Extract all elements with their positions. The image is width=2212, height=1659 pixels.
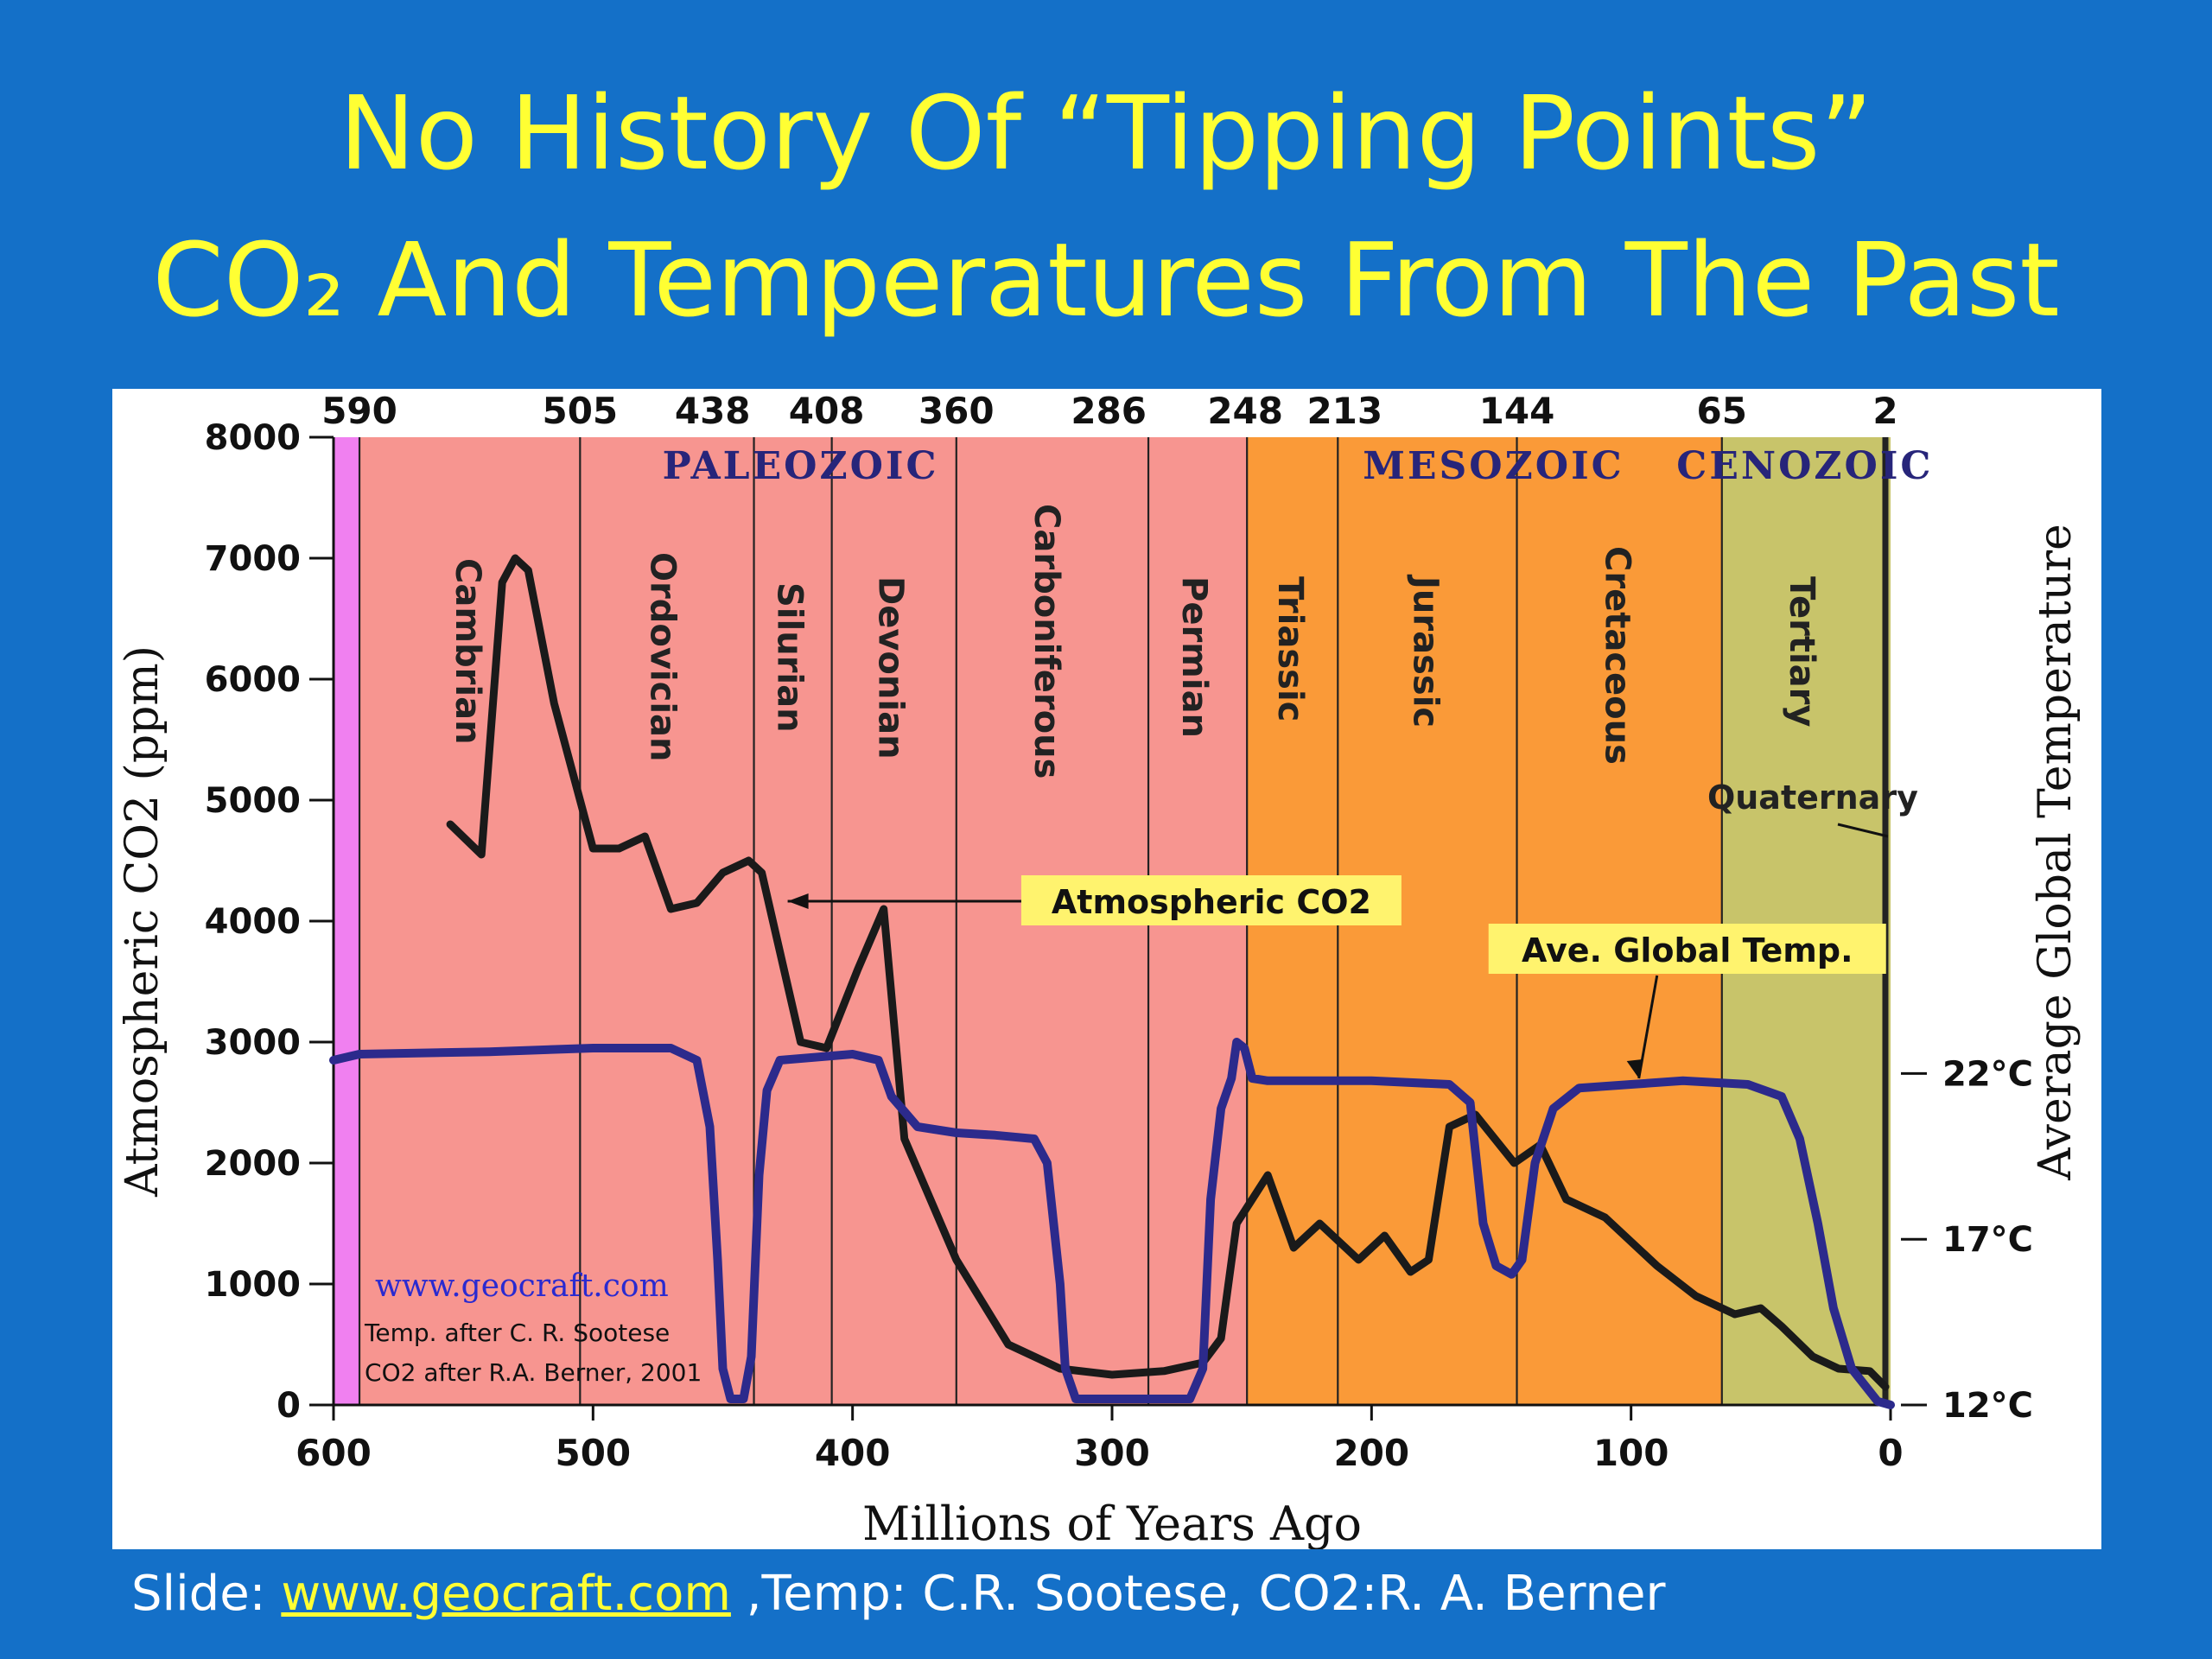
era-label: CENOZOIC [1676,444,1933,488]
credit-co2: CO2 after R.A. Berner, 2001 [365,1358,702,1387]
y-tick-label: 7000 [205,539,301,579]
y-tick-label: 0 [276,1386,301,1426]
y-tick-label: 5000 [205,781,301,821]
y-tick-label: 2000 [205,1144,301,1184]
boundary-label: 590 [321,390,397,432]
slide-title-line1: No History Of “Tipping Points” [339,73,1873,193]
slide-title-line2: CO₂ And Temperatures From The Past [152,220,2060,340]
boundary-label: 65 [1697,390,1747,432]
x-tick-label: 600 [296,1432,372,1474]
boundary-label: 144 [1479,390,1555,432]
y-axis-title: Atmospheric CO2 (ppm) [117,645,168,1198]
right-axis-title: Average Global Temperature [2030,524,2082,1181]
temp-label: Ave. Global Temp. [1522,931,1853,969]
quaternary-label: Quaternary [1707,779,1918,817]
boundary-label: 360 [918,390,995,432]
x-tick-label: 400 [815,1432,891,1474]
footer-credits: ,Temp: C.R. Sootese, CO2:R. A. Berner [730,1566,1666,1622]
y-tick-label: 8000 [205,418,301,458]
co2-series-line [446,554,1890,1391]
co2-label-box [1020,875,1402,925]
boundary-label: 438 [675,390,751,432]
y-tick-label: 1000 [205,1265,301,1305]
co2-arrow-head [787,893,809,909]
period-label: Jurassic [1405,574,1445,728]
x-tick-label: 300 [1074,1432,1150,1474]
x-tick-label: 0 [1878,1432,1903,1474]
y-tick-label: 6000 [205,660,301,700]
boundary-label: 286 [1071,390,1147,432]
temp-label-box [1488,924,1886,974]
period-label: Triassic [1270,576,1310,721]
x-tick-label: 500 [555,1432,631,1474]
slide-footer: Slide: www.geocraft.com ,Temp: C.R. Soot… [131,1566,1666,1622]
boundary-label: 408 [789,390,865,432]
x-tick-label: 200 [1333,1432,1409,1474]
cenozoic-band [1721,437,1891,1405]
era-label: MESOZOIC [1363,444,1624,488]
period-label: Carboniferous [1027,504,1066,779]
temp-tick-label: 17°C [1942,1220,2033,1260]
period-label: Devonian [871,576,911,760]
period-label: Silurian [770,582,810,733]
temp-tick-label: 12°C [1942,1386,2033,1426]
credit-url: www.geocraft.com [375,1268,669,1304]
credit-temp: Temp. after C. R. Sootese [364,1319,670,1347]
boundary-label: 248 [1207,390,1283,432]
precambrian-band [334,437,360,1405]
quaternary-arrow-line [1837,823,1889,838]
y-tick-label: 4000 [205,902,301,942]
period-label: Permian [1174,576,1214,738]
period-label: Tertiary [1782,576,1821,727]
x-axis-title: Millions of Years Ago [862,1497,1362,1549]
y-tick-label: 3000 [205,1023,301,1063]
footer-prefix: Slide: [131,1566,282,1622]
co2-label: Atmospheric CO2 [1052,883,1371,921]
x-tick-label: 100 [1593,1432,1669,1474]
boundary-label: 505 [542,390,618,432]
period-label: Cambrian [448,558,487,745]
boundary-label: 213 [1306,390,1382,432]
era-label: PALEOZOIC [663,444,939,488]
temp-arrow-head [1626,1059,1643,1078]
footer-link[interactable]: www.geocraft.com [281,1566,731,1622]
chart-panel: 0 1000 2000 3000 4000 5000 6000 7000 8000 600 500 4… [112,389,2101,1549]
period-label: Cretaceous [1598,546,1637,765]
temp-tick-label: 22°C [1942,1054,2033,1094]
temperature-series-line [329,1038,1895,1409]
boundary-label: 2 [1872,390,1897,432]
period-label: Ordovician [642,552,682,762]
